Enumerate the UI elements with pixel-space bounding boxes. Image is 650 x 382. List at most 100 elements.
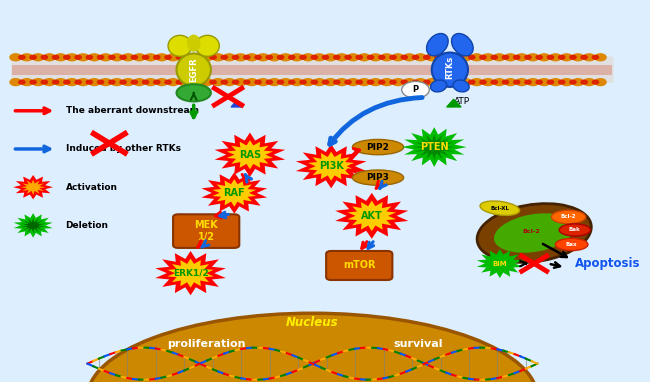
Circle shape xyxy=(314,54,325,61)
Circle shape xyxy=(539,79,550,86)
Text: Induced by other RTKs: Induced by other RTKs xyxy=(66,144,181,154)
Ellipse shape xyxy=(452,34,473,56)
Circle shape xyxy=(66,54,77,61)
Circle shape xyxy=(592,55,599,59)
Circle shape xyxy=(356,55,362,59)
Circle shape xyxy=(142,55,149,59)
Text: Bcl-2: Bcl-2 xyxy=(522,228,540,234)
Circle shape xyxy=(154,80,160,84)
FancyBboxPatch shape xyxy=(326,251,393,280)
Circle shape xyxy=(347,54,359,61)
Circle shape xyxy=(224,54,235,61)
Circle shape xyxy=(30,80,36,84)
Circle shape xyxy=(359,54,370,61)
Text: PIP3: PIP3 xyxy=(367,173,389,182)
Circle shape xyxy=(592,80,599,84)
Circle shape xyxy=(415,54,426,61)
Circle shape xyxy=(55,79,66,86)
Circle shape xyxy=(547,80,554,84)
Text: Activation: Activation xyxy=(66,183,118,192)
Polygon shape xyxy=(227,140,273,169)
Circle shape xyxy=(424,80,430,84)
Circle shape xyxy=(213,54,224,61)
Ellipse shape xyxy=(196,36,219,56)
Circle shape xyxy=(244,80,250,84)
Circle shape xyxy=(21,54,32,61)
Circle shape xyxy=(257,54,268,61)
Circle shape xyxy=(381,54,393,61)
Circle shape xyxy=(30,55,36,59)
Circle shape xyxy=(561,54,572,61)
Ellipse shape xyxy=(480,201,519,215)
Text: Bax: Bax xyxy=(566,242,577,247)
Circle shape xyxy=(291,79,302,86)
Circle shape xyxy=(527,79,539,86)
Circle shape xyxy=(190,79,202,86)
Circle shape xyxy=(75,55,81,59)
Circle shape xyxy=(370,54,381,61)
Circle shape xyxy=(412,55,419,59)
Polygon shape xyxy=(347,201,396,231)
Text: Apoptosis: Apoptosis xyxy=(575,257,640,270)
Circle shape xyxy=(333,55,340,59)
Circle shape xyxy=(547,55,554,59)
Circle shape xyxy=(98,80,104,84)
Circle shape xyxy=(131,55,137,59)
Circle shape xyxy=(233,55,239,59)
Circle shape xyxy=(502,80,508,84)
Text: BIM: BIM xyxy=(493,261,507,267)
Circle shape xyxy=(393,79,404,86)
Circle shape xyxy=(424,55,430,59)
Circle shape xyxy=(156,54,168,61)
Circle shape xyxy=(460,79,471,86)
Circle shape xyxy=(402,81,429,98)
Circle shape xyxy=(471,54,482,61)
Circle shape xyxy=(367,80,374,84)
Circle shape xyxy=(446,55,452,59)
Circle shape xyxy=(289,55,295,59)
Text: P: P xyxy=(413,85,419,94)
Circle shape xyxy=(480,80,486,84)
Ellipse shape xyxy=(432,53,468,87)
Circle shape xyxy=(311,80,317,84)
Circle shape xyxy=(367,55,374,59)
Circle shape xyxy=(322,55,329,59)
Circle shape xyxy=(401,55,408,59)
Circle shape xyxy=(446,80,452,84)
Circle shape xyxy=(514,55,520,59)
Circle shape xyxy=(280,54,291,61)
Circle shape xyxy=(266,80,272,84)
Circle shape xyxy=(345,55,351,59)
Ellipse shape xyxy=(453,80,469,92)
Ellipse shape xyxy=(177,53,211,86)
Circle shape xyxy=(120,80,126,84)
Circle shape xyxy=(379,80,385,84)
Circle shape xyxy=(336,54,347,61)
Circle shape xyxy=(435,55,441,59)
Circle shape xyxy=(314,79,325,86)
Circle shape xyxy=(255,80,261,84)
Circle shape xyxy=(322,80,329,84)
Circle shape xyxy=(595,54,606,61)
Text: PTEN: PTEN xyxy=(420,142,448,152)
Circle shape xyxy=(235,54,246,61)
Circle shape xyxy=(325,54,336,61)
Circle shape xyxy=(86,55,92,59)
Circle shape xyxy=(145,54,156,61)
Polygon shape xyxy=(155,251,226,295)
Circle shape xyxy=(493,54,505,61)
Circle shape xyxy=(516,79,527,86)
Circle shape xyxy=(100,79,111,86)
Circle shape xyxy=(66,79,77,86)
FancyBboxPatch shape xyxy=(11,57,614,83)
Circle shape xyxy=(345,80,351,84)
Circle shape xyxy=(221,55,228,59)
Circle shape xyxy=(165,55,171,59)
Text: EGFR: EGFR xyxy=(189,57,198,82)
Circle shape xyxy=(415,79,426,86)
Circle shape xyxy=(32,79,44,86)
Circle shape xyxy=(404,54,415,61)
Circle shape xyxy=(246,79,257,86)
Circle shape xyxy=(145,79,156,86)
Text: The aberrant downstream: The aberrant downstream xyxy=(66,106,199,115)
